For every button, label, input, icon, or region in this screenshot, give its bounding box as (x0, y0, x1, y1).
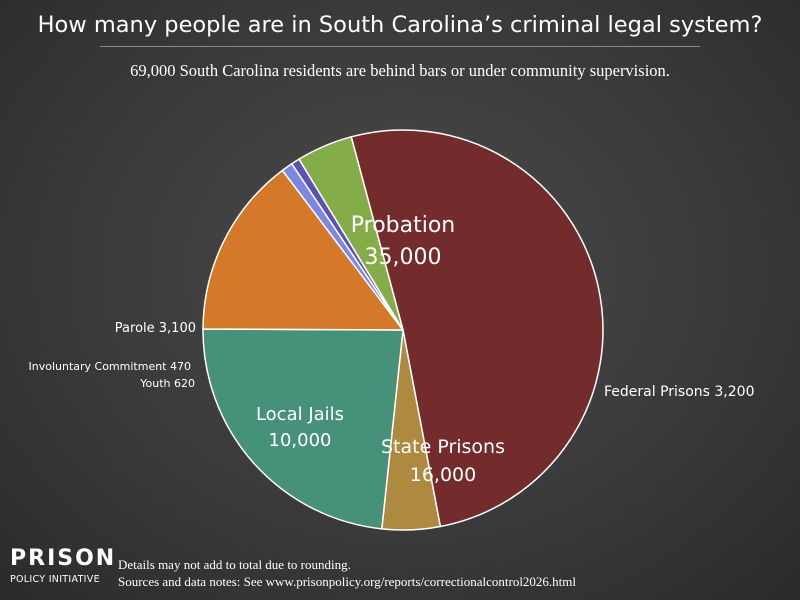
slice-label-youth: Youth 620 (139, 377, 195, 390)
prison-policy-initiative-logo: PRISON POLICY INITIATIVE (10, 546, 120, 586)
pie-slice-state-prisons (202, 328, 404, 530)
footer-sources-note: Sources and data notes: See www.prisonpo… (118, 574, 577, 589)
chart-subtitle: 69,000 South Carolina residents are behi… (130, 61, 670, 80)
slice-value-probation: 35,000 (365, 245, 442, 270)
logo-subtitle: POLICY INITIATIVE (10, 574, 100, 585)
chart-title: How many people are in South Carolina’s … (37, 12, 763, 38)
slice-label-federal-prisons: Federal Prisons 3,200 (604, 384, 754, 400)
slice-value-local-jails: 10,000 (269, 430, 332, 451)
footer-rounding-note: Details may not add to total due to roun… (118, 557, 351, 572)
slice-label-parole: Parole 3,100 (115, 321, 196, 336)
slice-label-probation: Probation (351, 213, 456, 238)
pie-slice-probation (350, 129, 604, 528)
title-divider (100, 46, 700, 47)
slice-value-state-prisons: 16,000 (410, 464, 476, 486)
slice-label-state-prisons: State Prisons (381, 436, 505, 458)
logo-wordmark: PRISON (10, 546, 117, 571)
slice-label-local-jails: Local Jails (256, 404, 344, 425)
slice-label-involuntary-commitment: Involuntary Commitment 470 (28, 360, 191, 373)
pie-slice-parole (298, 136, 404, 331)
footer-notes: Details may not add to total due to roun… (118, 556, 576, 590)
pie-slice-local-jails (202, 169, 404, 331)
